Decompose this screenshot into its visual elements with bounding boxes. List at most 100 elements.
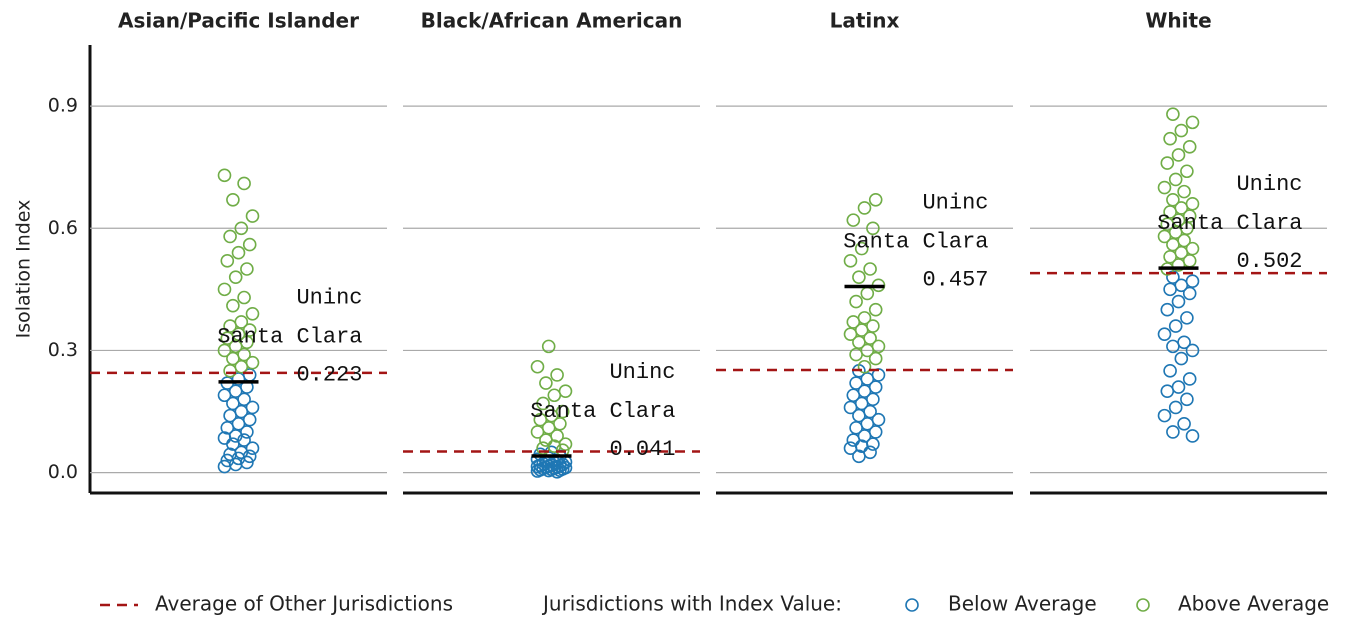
- data-point: [1157, 408, 1172, 423]
- data-point: [1171, 148, 1186, 162]
- data-point: [1160, 156, 1175, 170]
- data-point: [245, 400, 260, 415]
- panel-title: Latinx: [830, 9, 900, 33]
- data-point: [1182, 286, 1197, 301]
- data-point: [1177, 233, 1191, 248]
- data-point: [237, 290, 251, 305]
- data-point: [223, 408, 237, 423]
- legend-title: Jurisdictions with Index Value:: [541, 592, 842, 616]
- data-point: [871, 412, 886, 427]
- data-point: [228, 270, 243, 284]
- data-point: [240, 455, 254, 470]
- panel-title: Black/African American: [421, 9, 683, 33]
- data-point: [1182, 209, 1197, 223]
- data-point: [1185, 429, 1200, 443]
- data-point: [846, 388, 861, 403]
- data-point: [240, 335, 254, 350]
- data-point: [1177, 416, 1191, 431]
- y-tick-label: 0.3: [48, 339, 78, 361]
- data-point: [240, 262, 254, 276]
- data-point: [1160, 302, 1175, 317]
- data-point: [1182, 140, 1197, 154]
- data-point: [231, 245, 246, 260]
- data-point: [220, 254, 235, 268]
- annotation: Santa Clara: [843, 229, 988, 254]
- data-point: [242, 237, 257, 252]
- data-point: [843, 327, 858, 341]
- data-point: [866, 319, 880, 333]
- legend-label: Above Average: [1178, 592, 1329, 616]
- annotation: Santa Clara: [217, 325, 362, 350]
- data-point: [234, 315, 249, 329]
- legend-symbol: [905, 598, 919, 612]
- data-point: [226, 298, 240, 313]
- annotation: Uninc: [296, 286, 362, 311]
- data-point: [558, 384, 573, 398]
- data-point: [541, 339, 556, 354]
- data-point: [553, 416, 567, 431]
- data-point: [1168, 172, 1183, 187]
- data-point: [1180, 164, 1194, 179]
- data-point: [1185, 274, 1200, 289]
- data-point: [846, 315, 861, 329]
- data-point: [857, 311, 872, 325]
- data-point: [868, 380, 883, 394]
- data-point: [539, 376, 553, 390]
- data-point: [242, 412, 257, 427]
- data-point: [1163, 131, 1177, 146]
- data-point: [1185, 343, 1200, 358]
- data-point: [868, 192, 883, 207]
- data-point: [854, 241, 869, 256]
- data-point: [1163, 364, 1177, 378]
- data-point: [237, 392, 251, 407]
- data-point: [226, 192, 240, 207]
- data-point: [550, 368, 564, 382]
- data-point: [863, 331, 877, 346]
- data-point: [868, 351, 883, 366]
- data-point: [1163, 282, 1177, 297]
- data-point: [550, 429, 564, 443]
- data-point: [1185, 197, 1200, 211]
- data-point: [1171, 294, 1186, 309]
- data-point: [1168, 319, 1183, 333]
- annotation: Santa Clara: [530, 399, 675, 424]
- legend-symbol: [1136, 598, 1150, 612]
- data-point: [242, 449, 257, 464]
- data-point: [240, 425, 254, 439]
- data-point: [868, 425, 883, 439]
- data-point: [536, 396, 550, 411]
- data-point: [245, 355, 260, 370]
- data-point: [868, 302, 883, 317]
- data-point: [1157, 327, 1172, 341]
- data-point: [846, 433, 861, 447]
- data-point: [558, 437, 573, 451]
- y-tick-label: 0.6: [48, 217, 78, 239]
- data-point: [237, 347, 251, 362]
- data-point: [223, 229, 237, 244]
- data-point: [843, 254, 858, 268]
- data-point: [1180, 392, 1194, 407]
- data-point: [1166, 425, 1180, 439]
- data-point: [849, 294, 863, 309]
- data-point: [1174, 123, 1189, 138]
- data-point: [245, 441, 260, 456]
- data-point: [863, 404, 877, 419]
- data-point: [245, 306, 260, 321]
- data-point: [245, 209, 260, 223]
- legend-label: Below Average: [948, 592, 1097, 616]
- data-point: [1160, 384, 1175, 398]
- data-point: [846, 213, 861, 227]
- annotation: Uninc: [609, 360, 675, 385]
- y-axis-label: Isolation Index: [13, 200, 35, 339]
- data-point: [863, 262, 877, 276]
- data-point: [530, 359, 545, 374]
- data-point: [217, 388, 232, 403]
- data-point: [1166, 192, 1180, 207]
- annotation-value: 0.041: [609, 437, 675, 462]
- data-point: [1174, 351, 1189, 366]
- data-point: [555, 404, 570, 419]
- panel-title: Asian/Pacific Islander: [118, 9, 359, 33]
- data-point: [530, 425, 545, 439]
